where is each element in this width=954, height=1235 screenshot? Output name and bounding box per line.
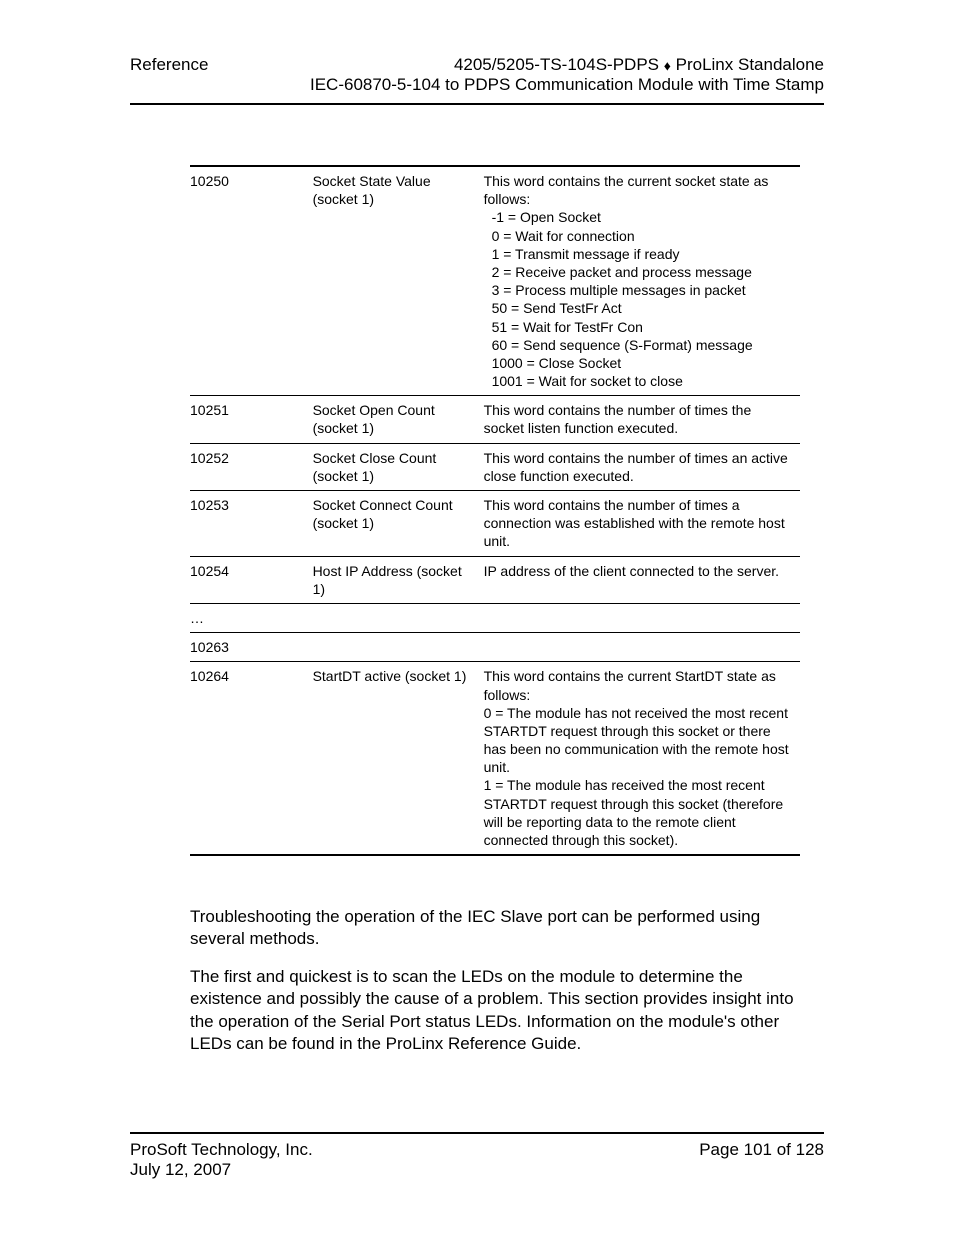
register-description: This word contains the number of times a… [484, 443, 800, 490]
register-description [484, 633, 800, 662]
register-table: 10250Socket State Value (socket 1)This w… [190, 165, 800, 856]
register-name: Socket Connect Count (socket 1) [313, 491, 484, 557]
header-subtitle: IEC-60870-5-104 to PDPS Communication Mo… [310, 75, 824, 95]
footer-divider [130, 1132, 824, 1134]
register-desc-subitem: 0 = Wait for connection [484, 227, 794, 245]
register-desc-subitem: 1001 = Wait for socket to close [484, 372, 794, 390]
register-name [313, 633, 484, 662]
register-name: StartDT active (socket 1) [313, 662, 484, 855]
header-product-code: 4205/5205-TS-104S-PDPS [454, 55, 664, 74]
footer-company: ProSoft Technology, Inc. [130, 1140, 313, 1160]
diamond-icon: ♦ [664, 58, 671, 74]
body-paragraph-2: The first and quickest is to scan the LE… [190, 966, 800, 1054]
header-section-left: Reference [130, 55, 208, 95]
register-name: Socket State Value (socket 1) [313, 166, 484, 396]
register-desc-subitem: 51 = Wait for TestFr Con [484, 318, 794, 336]
register-address: 10264 [190, 662, 313, 855]
header-product-name: ProLinx Standalone [671, 55, 824, 74]
register-description: This word contains the current StartDT s… [484, 662, 800, 855]
table-row: 10250Socket State Value (socket 1)This w… [190, 166, 800, 396]
table-row: 10251Socket Open Count (socket 1)This wo… [190, 396, 800, 443]
register-address: 10250 [190, 166, 313, 396]
table-row: 10263 [190, 633, 800, 662]
table-row: 10254Host IP Address (socket 1)IP addres… [190, 556, 800, 603]
register-description [484, 603, 800, 632]
register-address: 10263 [190, 633, 313, 662]
body-paragraph-1: Troubleshooting the operation of the IEC… [190, 906, 800, 950]
register-desc-subitem: 1 = Transmit message if ready [484, 245, 794, 263]
register-name: Socket Open Count (socket 1) [313, 396, 484, 443]
register-description: This word contains the current socket st… [484, 166, 800, 396]
register-address: 10254 [190, 556, 313, 603]
footer-page-number: Page 101 of 128 [699, 1140, 824, 1180]
register-description: IP address of the client connected to th… [484, 556, 800, 603]
register-name: Socket Close Count (socket 1) [313, 443, 484, 490]
table-row: … [190, 603, 800, 632]
register-address: 10252 [190, 443, 313, 490]
register-description: This word contains the number of times a… [484, 491, 800, 557]
table-row: 10252Socket Close Count (socket 1)This w… [190, 443, 800, 490]
footer-date: July 12, 2007 [130, 1160, 313, 1180]
register-desc-subitem: -1 = Open Socket [484, 208, 794, 226]
register-desc-subitem: 3 = Process multiple messages in packet [484, 281, 794, 299]
register-desc-subitem: 60 = Send sequence (S-Format) message [484, 336, 794, 354]
header-divider [130, 103, 824, 105]
table-row: 10264StartDT active (socket 1)This word … [190, 662, 800, 855]
register-desc-subitem: 2 = Receive packet and process message [484, 263, 794, 281]
register-desc-subitem: 1000 = Close Socket [484, 354, 794, 372]
footer-left: ProSoft Technology, Inc. July 12, 2007 [130, 1140, 313, 1180]
register-name: Host IP Address (socket 1) [313, 556, 484, 603]
register-address: 10253 [190, 491, 313, 557]
register-desc-subitem: 50 = Send TestFr Act [484, 299, 794, 317]
register-name [313, 603, 484, 632]
table-row: 10253Socket Connect Count (socket 1)This… [190, 491, 800, 557]
register-address: 10251 [190, 396, 313, 443]
header-section-right: 4205/5205-TS-104S-PDPS ♦ ProLinx Standal… [310, 55, 824, 95]
register-description: This word contains the number of times t… [484, 396, 800, 443]
register-address: … [190, 603, 313, 632]
